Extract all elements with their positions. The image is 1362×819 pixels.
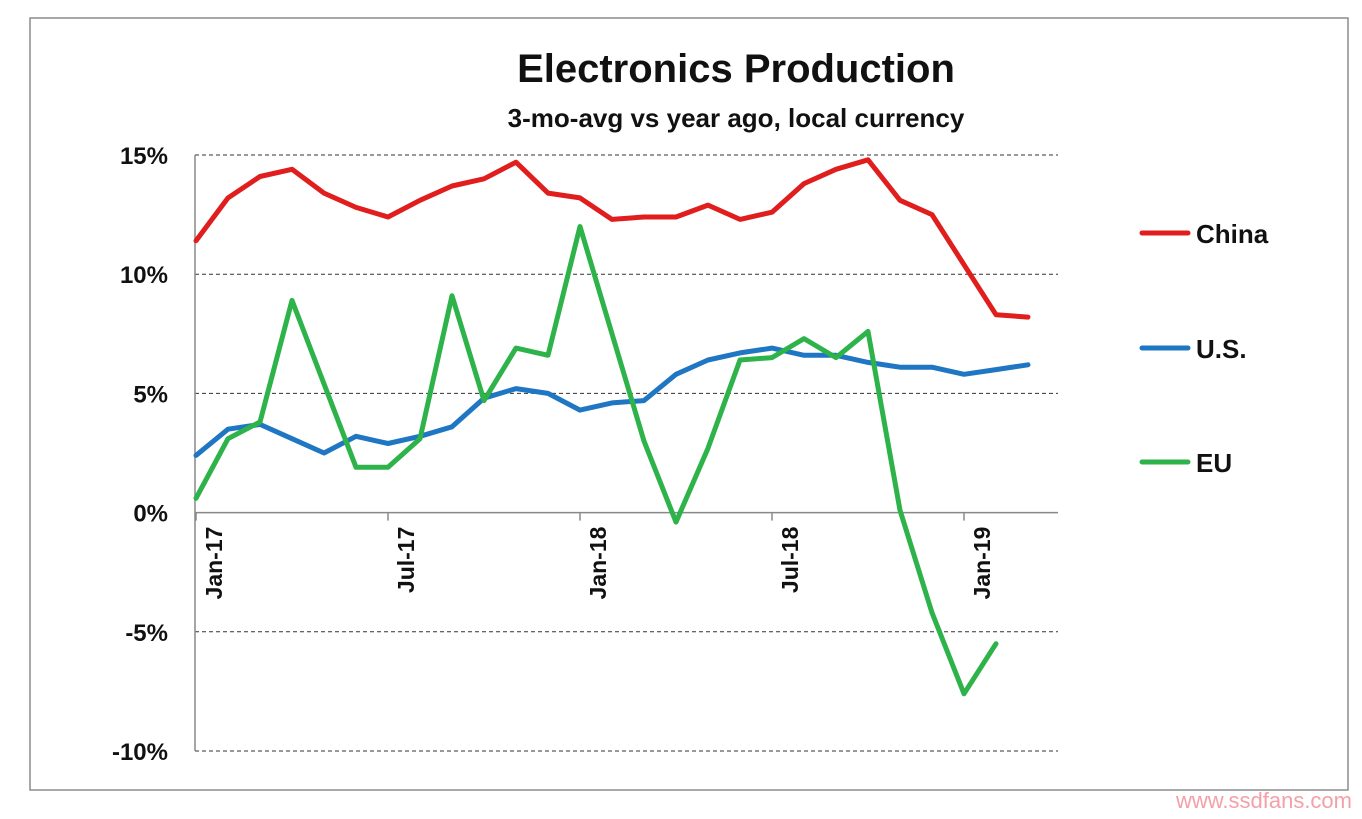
x-tick-label: Jul-17 [393, 527, 419, 593]
chart-title: Electronics Production [517, 47, 955, 91]
y-tick-label: 0% [133, 501, 168, 528]
x-tick-label: Jan-18 [585, 526, 611, 599]
series-line-china [193, 157, 1031, 320]
x-tick-label: Jan-19 [969, 527, 995, 600]
legend: China U.S. EU [1139, 219, 1269, 478]
legend-label: EU [1196, 448, 1232, 478]
legend-label: U.S. [1196, 334, 1247, 364]
y-tick-label: -5% [125, 620, 168, 647]
chart-border [29, 17, 1349, 791]
x-axis-tick-labels: Jan-17 Jul-17 Jan-18 Jul-18 Jan-19 [201, 526, 995, 599]
chart-subtitle: 3-mo-avg vs year ago, local currency [508, 103, 965, 133]
series-line-u-s [193, 345, 1031, 458]
x-tick-label: Jul-18 [777, 526, 803, 593]
y-tick-label: 5% [133, 381, 168, 408]
y-axis-tick-labels: 15% 10% 5% 0% -5% -10% [112, 143, 168, 766]
series-lines [193, 157, 1031, 697]
legend-label: China [1196, 219, 1269, 249]
y-tick-label: 15% [120, 143, 168, 170]
watermark: www.ssdfans.com [1175, 788, 1352, 813]
gridlines [195, 154, 1058, 752]
series-line-eu [193, 224, 999, 697]
y-tick-label: 10% [120, 262, 168, 289]
y-tick-label: -10% [112, 739, 168, 766]
x-tick-label: Jan-17 [201, 527, 227, 600]
